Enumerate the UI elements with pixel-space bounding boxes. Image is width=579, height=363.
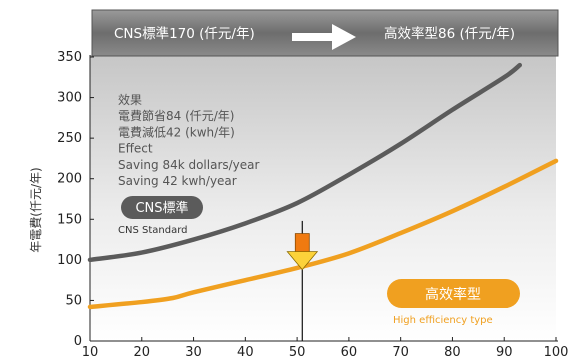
x-tick-label: 90 [496, 345, 513, 360]
high-efficiency-label: 高效率型 High efficiency type [387, 279, 520, 326]
high-efficiency-subtext: High efficiency type [393, 315, 493, 326]
annotation-line: Effect [118, 142, 153, 156]
right-arrow-icon [292, 24, 356, 50]
x-tick-label: 50 [289, 345, 306, 360]
x-tick-labels: 10 20 30 40 50 60 70 80 90 100 [82, 337, 569, 360]
y-tick-label: 300 [57, 91, 82, 106]
annotation-line: 效果 [118, 92, 142, 107]
annotation-line: 電費節省84 (仟元/年) [118, 108, 235, 123]
y-tick-label: 0 [74, 334, 82, 349]
summary-banner: CNS標準170 (仟元/年) 高效率型86 (仟元/年) [91, 9, 559, 57]
y-tick-labels: 0 50 100 150 200 250 300 350 [57, 50, 94, 349]
down-arrow-icon [286, 233, 319, 271]
y-tick-label: 350 [57, 50, 82, 65]
cns-standard-line [87, 62, 523, 263]
cns-standard-pill-text: CNS標準 [135, 200, 188, 216]
y-axis-label: 年電費(仟元/年) [28, 167, 43, 252]
y-tick-label: 50 [65, 293, 82, 308]
x-tick-label: 60 [341, 345, 358, 360]
x-tick-label: 70 [392, 345, 409, 360]
banner-right-text: 高效率型86 (仟元/年) [384, 25, 515, 42]
annotation-line: 電費減低42 (kwh/年) [118, 124, 235, 139]
annotation-line: Saving 42 kwh/year [118, 174, 237, 188]
high-efficiency-pill-text: 高效率型 [425, 286, 481, 303]
y-tick-label: 200 [57, 172, 82, 187]
x-tick-label: 20 [134, 345, 151, 360]
marker-layer [286, 220, 319, 341]
x-tick-label: 100 [544, 345, 569, 360]
y-tick-label: 150 [57, 212, 82, 227]
series-layer [87, 62, 559, 310]
x-tick-label: 40 [237, 345, 254, 360]
x-tick-label: 10 [82, 345, 99, 360]
y-tick-label: 250 [57, 131, 82, 146]
cns-standard-subtext: CNS Standard [118, 225, 187, 236]
banner-left-text: CNS標準170 (仟元/年) [114, 26, 255, 42]
cns-standard-label: CNS標準 CNS Standard [118, 196, 203, 236]
x-tick-label: 80 [444, 345, 461, 360]
y-tick-label: 100 [57, 253, 82, 268]
annotation-line: Saving 84k dollars/year [118, 158, 260, 172]
x-tick-label: 30 [185, 345, 202, 360]
